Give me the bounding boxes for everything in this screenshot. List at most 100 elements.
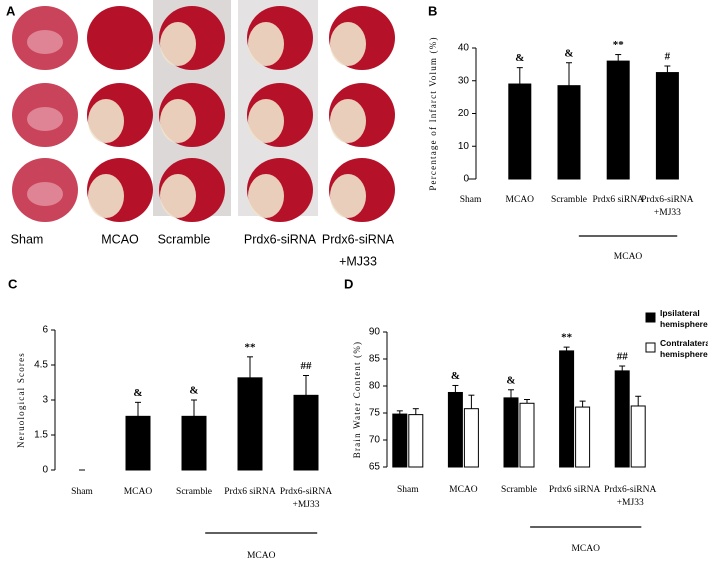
- panel-label: C: [8, 276, 18, 291]
- bar: [508, 83, 532, 180]
- y-tick-label: 65: [369, 462, 381, 473]
- bar: [503, 397, 519, 468]
- bar: [181, 415, 207, 471]
- infarct-area: [248, 99, 284, 143]
- annotation: **: [245, 341, 257, 353]
- y-tick-label: 40: [458, 43, 470, 54]
- x-tick-label: Scramble: [551, 195, 587, 205]
- y-tick-label: 85: [369, 354, 381, 365]
- photo-label: Prdx6-siRNA: [244, 232, 317, 246]
- group-label: MCAO: [614, 252, 643, 262]
- x-tick-label: MCAO: [506, 195, 535, 205]
- bar: [293, 394, 319, 471]
- legend-label: Ipsilateral hemisphere: [660, 308, 708, 329]
- y-tick-label: 70: [369, 435, 381, 446]
- bar: [463, 408, 479, 468]
- y-tick-label: 10: [458, 141, 470, 152]
- infarct-area: [330, 22, 366, 66]
- x-tick-label: Prdx6-siRNA: [641, 195, 693, 205]
- infarct-area: [160, 22, 196, 66]
- y-axis-label: Brain Water Content (%): [352, 341, 362, 458]
- bar: [408, 414, 424, 468]
- bar: [392, 413, 408, 468]
- bar: [447, 391, 463, 468]
- panel-label: D: [344, 276, 353, 291]
- x-tick-label: Prdx6 siRNA: [549, 485, 601, 495]
- photo-label: MCAO: [101, 232, 139, 246]
- photo-label: Prdx6-siRNA: [322, 232, 395, 246]
- y-tick-label: 80: [369, 381, 381, 392]
- x-tick-label: +MJ33: [654, 208, 681, 218]
- bar: [125, 415, 151, 471]
- x-tick-label: MCAO: [124, 487, 153, 497]
- annotation: ##: [617, 351, 629, 363]
- bar: [606, 60, 630, 180]
- legend-swatch: [645, 312, 656, 323]
- annotation: &: [189, 385, 198, 397]
- brain-detail: [27, 107, 63, 131]
- y-tick-label: 0: [463, 174, 469, 185]
- bar: [237, 377, 263, 471]
- annotation: **: [613, 39, 625, 51]
- infarct-area: [248, 22, 284, 66]
- annotation: &: [451, 370, 460, 382]
- infarct-area: [330, 174, 366, 218]
- y-axis-label: Neruological Scores: [16, 352, 26, 448]
- annotation: ##: [301, 360, 313, 372]
- x-tick-label: Prdx6-siRNA: [604, 485, 656, 495]
- y-tick-label: 3: [42, 395, 48, 406]
- x-tick-label: +MJ33: [292, 500, 319, 510]
- x-tick-label: Scramble: [176, 487, 212, 497]
- y-tick-label: 1.5: [34, 430, 48, 441]
- annotation: &: [133, 387, 142, 399]
- y-tick-label: 30: [458, 75, 470, 86]
- annotation: **: [561, 332, 573, 344]
- annotation: &: [506, 374, 515, 386]
- panel-label: A: [6, 3, 16, 18]
- x-tick-label: +MJ33: [617, 498, 644, 508]
- annotation: &: [564, 47, 573, 59]
- y-tick-label: 4.5: [34, 360, 48, 371]
- y-tick-label: 75: [369, 408, 381, 419]
- bar: [614, 370, 630, 468]
- photo-label: Scramble: [158, 232, 211, 246]
- legend-swatch: [645, 342, 656, 353]
- group-label: MCAO: [247, 551, 276, 561]
- x-tick-label: Prdx6-siRNA: [280, 487, 332, 497]
- bar: [557, 85, 581, 180]
- annotation: #: [665, 51, 671, 63]
- x-tick-label: Prdx6 siRNA: [592, 195, 644, 205]
- brain-detail: [27, 30, 63, 54]
- panel-label: B: [428, 3, 437, 18]
- bar: [575, 406, 591, 468]
- group-label: MCAO: [571, 544, 600, 554]
- infarct-area: [160, 174, 196, 218]
- bar: [655, 72, 679, 180]
- bar: [519, 402, 535, 468]
- x-tick-label: MCAO: [449, 485, 478, 495]
- y-tick-label: 6: [42, 325, 48, 336]
- legend-label: Contralateral hemisphere: [660, 338, 708, 359]
- brain-slice: [87, 6, 153, 70]
- infarct-area: [330, 99, 366, 143]
- y-tick-label: 20: [458, 108, 470, 119]
- x-tick-label: Prdx6 siRNA: [224, 487, 276, 497]
- x-tick-label: Sham: [71, 487, 93, 497]
- x-tick-label: Sham: [460, 195, 482, 205]
- brain-detail: [27, 182, 63, 206]
- x-tick-label: Sham: [397, 485, 419, 495]
- infarct-area: [88, 99, 124, 143]
- x-tick-label: Scramble: [501, 485, 537, 495]
- photo-label: Sham: [11, 232, 44, 246]
- photo-label: +MJ33: [339, 254, 377, 268]
- infarct-area: [248, 174, 284, 218]
- y-tick-label: 90: [369, 327, 381, 338]
- bar: [630, 405, 646, 468]
- bar: [559, 350, 575, 468]
- y-axis-label: Percentage of Infarct Volum (%): [428, 36, 438, 190]
- y-tick-label: 0: [42, 465, 48, 476]
- infarct-area: [88, 174, 124, 218]
- annotation: &: [515, 52, 524, 64]
